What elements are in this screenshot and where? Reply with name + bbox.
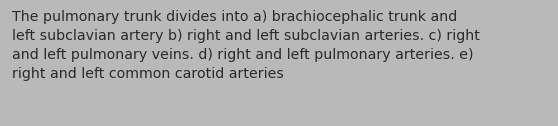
- Text: The pulmonary trunk divides into a) brachiocephalic trunk and
left subclavian ar: The pulmonary trunk divides into a) brac…: [12, 10, 480, 81]
